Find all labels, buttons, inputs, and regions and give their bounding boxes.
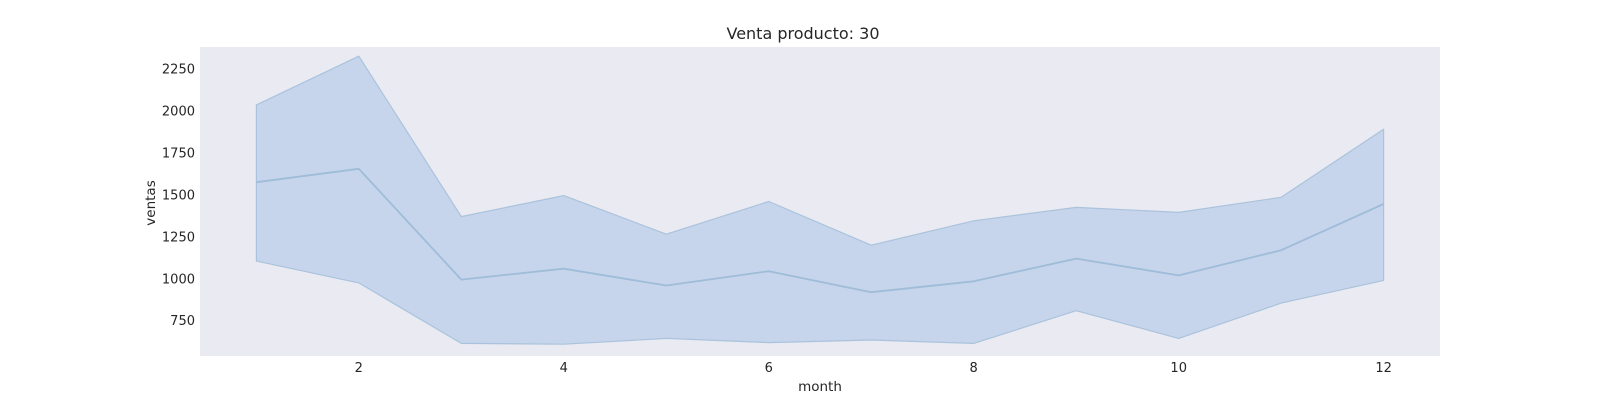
y-tick-label: 1000	[162, 272, 195, 287]
data-point	[1177, 273, 1181, 277]
data-point	[1074, 257, 1078, 261]
data-point	[972, 279, 976, 283]
x-tick-label: 8	[970, 361, 978, 376]
x-tick-label: 4	[560, 361, 568, 376]
data-point	[767, 269, 771, 273]
y-tick-label: 2000	[162, 104, 195, 119]
data-point	[1382, 202, 1386, 206]
data-point	[357, 167, 361, 171]
data-point	[254, 180, 258, 184]
y-tick-label: 1250	[162, 230, 195, 245]
x-tick-label: 10	[1170, 361, 1187, 376]
series-line	[256, 167, 1384, 294]
chart-title: Venta producto: 30	[726, 24, 879, 43]
data-point	[869, 290, 873, 294]
y-tick-label: 2250	[162, 62, 195, 77]
y-tick-label: 1500	[162, 188, 195, 203]
x-tick-label: 2	[355, 361, 363, 376]
y-tick-label: 1750	[162, 146, 195, 161]
x-tick-label: 12	[1375, 361, 1392, 376]
x-tick-label: 6	[765, 361, 773, 376]
y-axis-label: ventas	[143, 180, 159, 225]
data-point	[664, 284, 668, 288]
data-point	[1279, 248, 1283, 252]
chart-marks	[254, 55, 1386, 345]
y-tick-label: 750	[170, 314, 195, 329]
y-axis-ticks: 750 1000 1250 1500 1750 2000 2250	[162, 62, 195, 329]
data-point	[459, 278, 463, 282]
x-axis-ticks: 2 4 6 8 10 12	[355, 361, 1392, 376]
x-axis-label: month	[798, 379, 842, 395]
data-point	[562, 267, 566, 271]
